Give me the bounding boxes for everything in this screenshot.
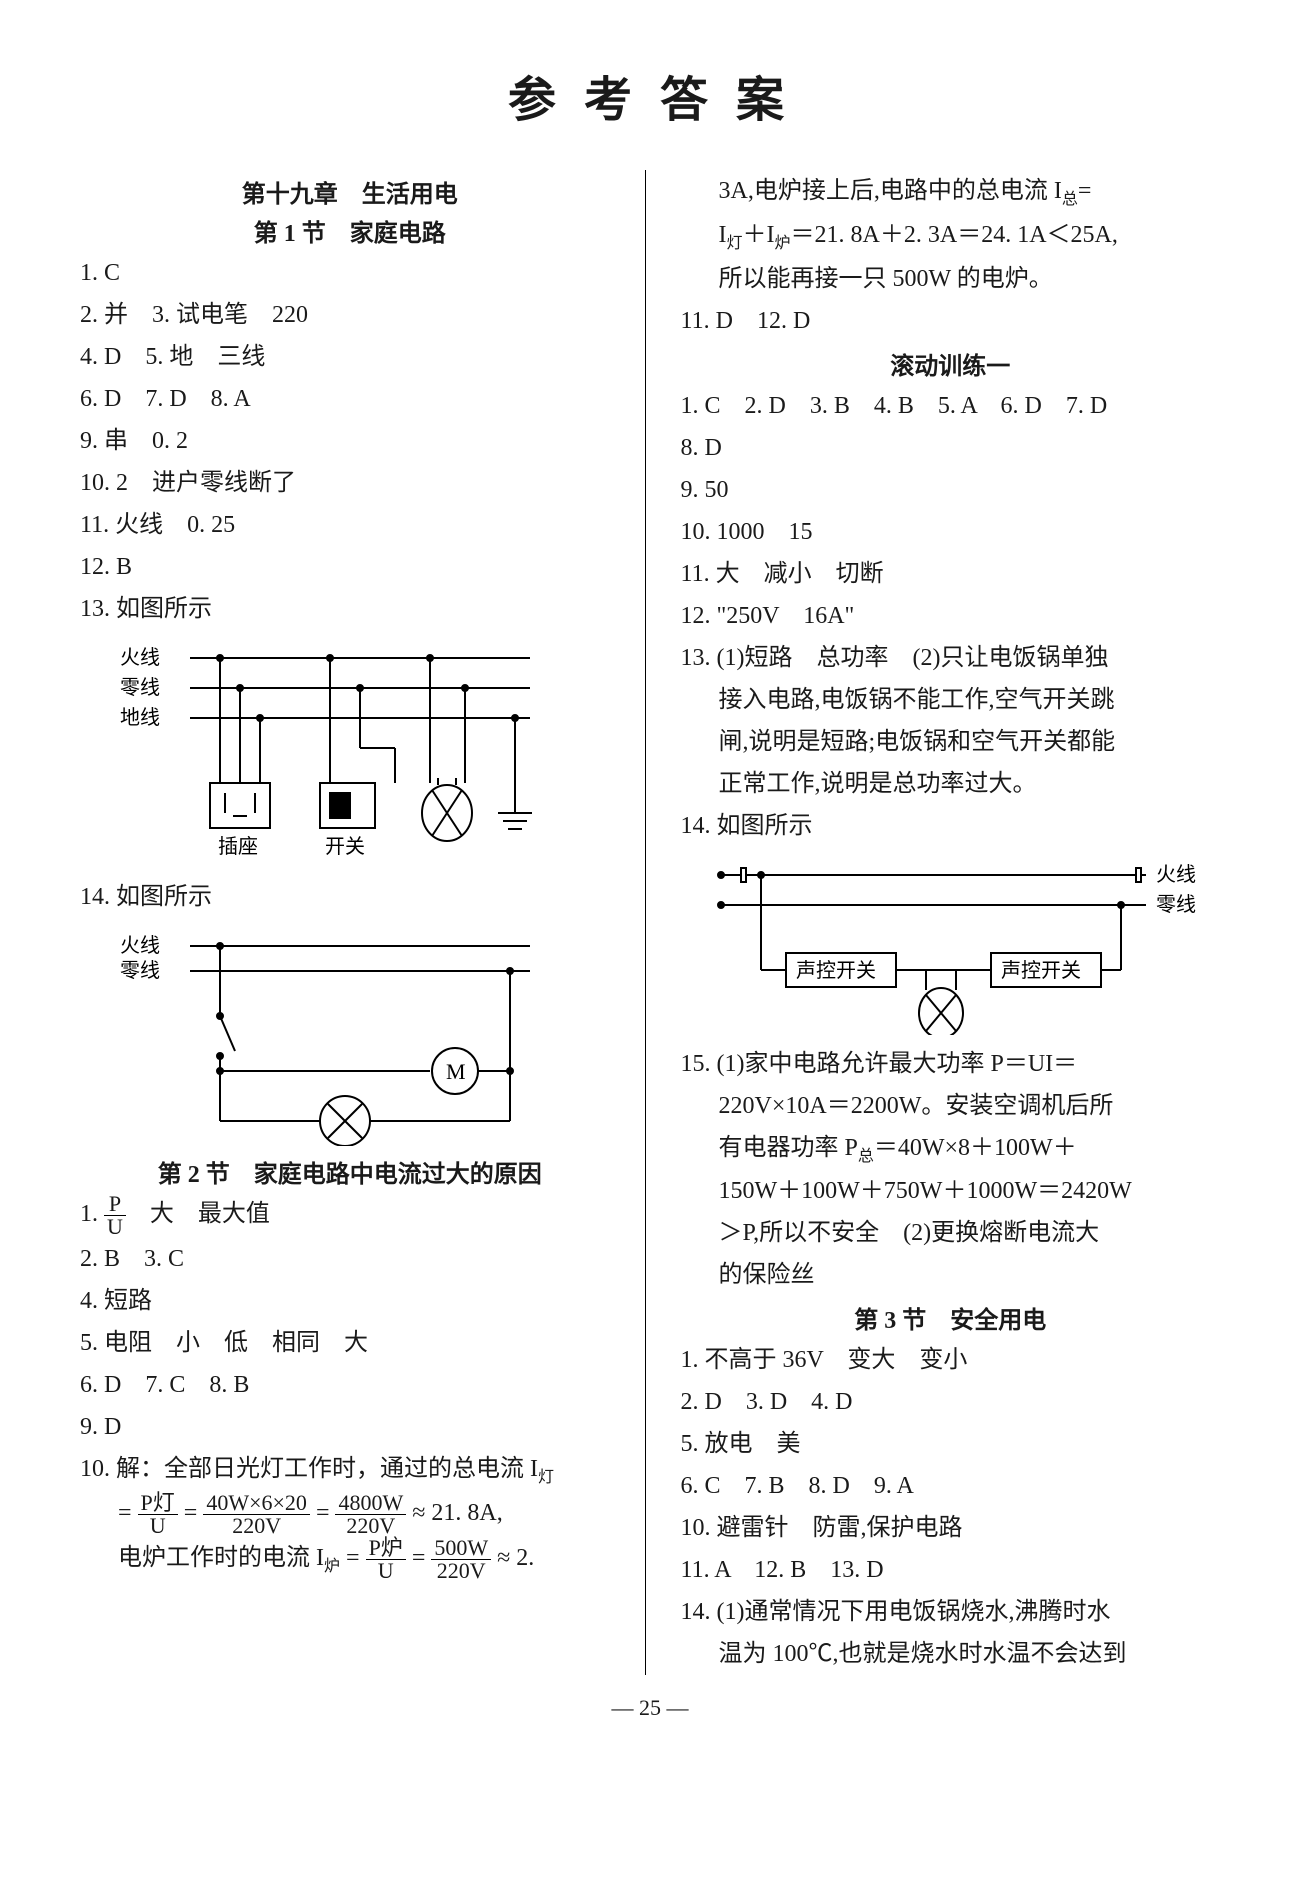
answer-line: I灯＋I炉＝21. 8A＋2. 3A＝24. 1A＜25A,	[681, 214, 1221, 258]
answer-line: 闸,说明是短路;电饭锅和空气开关都能	[681, 721, 1221, 763]
columns: 第十九章 生活用电 第 1 节 家庭电路 1. C 2. 并 3. 试电笔 22…	[80, 170, 1220, 1675]
answer-line: 4. 短路	[80, 1280, 620, 1322]
page: 参 考 答 案 第十九章 生活用电 第 1 节 家庭电路 1. C 2. 并 3…	[0, 0, 1300, 1761]
chapter-head: 第十九章 生活用电	[80, 174, 620, 209]
answer-line: 10. 避雷针 防雷,保护电路	[681, 1507, 1221, 1549]
answer-line: 6. D 7. D 8. A	[80, 378, 620, 420]
answer-line: 10. 2 进户零线断了	[80, 462, 620, 504]
section3-head: 第 3 节 安全用电	[681, 1300, 1221, 1335]
figure-14: 火线 零线	[120, 926, 620, 1146]
answer-line: 有电器功率 P总＝40W×8＋100W＋	[681, 1127, 1221, 1171]
equation-line: = P灯U = 40W×6×20220V = 4800W220V ≈ 21. 8…	[80, 1492, 620, 1537]
rolling-head: 滚动训练一	[681, 346, 1221, 381]
answer-line: 12. B	[80, 546, 620, 588]
text: 1.	[80, 1201, 104, 1227]
answer-line: 150W＋100W＋750W＋1000W＝2420W	[681, 1170, 1221, 1212]
answer-line: 2. 并 3. 试电笔 220	[80, 294, 620, 336]
neutral-label: 零线	[120, 959, 160, 982]
fraction: PU	[104, 1193, 126, 1238]
answer-line: 1. C	[80, 252, 620, 294]
answer-line: 所以能再接一只 500W 的电炉。	[681, 258, 1221, 300]
answer-line: 4. D 5. 地 三线	[80, 336, 620, 378]
figure-14r: 火线 零线 声控开关	[701, 855, 1221, 1035]
answer-line: 11. 火线 0. 25	[80, 504, 620, 546]
neutral-label: 零线	[1156, 893, 1196, 916]
answer-line: 14. 如图所示	[80, 876, 620, 918]
text: 大 最大值	[126, 1201, 270, 1227]
answer-line: 11. 大 减小 切断	[681, 553, 1221, 595]
answer-line: 1. C 2. D 3. B 4. B 5. A 6. D 7. D	[681, 385, 1221, 427]
answer-line: 10. 解：全部日光灯工作时，通过的总电流 I灯	[80, 1448, 620, 1492]
answer-line: 13. 如图所示	[80, 588, 620, 630]
column-right: 3A,电炉接上后,电路中的总电流 I总= I灯＋I炉＝21. 8A＋2. 3A＝…	[676, 170, 1221, 1675]
answer-line: 11. A 12. B 13. D	[681, 1549, 1221, 1591]
figure-13: 火线 零线 地线	[120, 638, 620, 868]
answer-line: ＞P,所以不安全 (2)更换熔断电流大	[681, 1212, 1221, 1254]
answer-line: 9. 串 0. 2	[80, 420, 620, 462]
answer-line: 5. 放电 美	[681, 1423, 1221, 1465]
subscript: 灯	[538, 1469, 554, 1486]
fire-label: 火线	[1156, 863, 1196, 886]
answer-line: 9. D	[80, 1406, 620, 1448]
text: 10. 解：全部日光灯工作时，通过的总电流 I	[80, 1456, 538, 1482]
answer-line: 15. (1)家中电路允许最大功率 P＝UI＝	[681, 1043, 1221, 1085]
fire-label: 火线	[120, 646, 160, 669]
column-left: 第十九章 生活用电 第 1 节 家庭电路 1. C 2. 并 3. 试电笔 22…	[80, 170, 646, 1675]
answer-line: 14. (1)通常情况下用电饭锅烧水,沸腾时水	[681, 1591, 1221, 1633]
page-title: 参 考 答 案	[80, 60, 1220, 130]
fire-label: 火线	[120, 934, 160, 957]
ground-label: 地线	[120, 706, 160, 729]
socket-label: 插座	[218, 835, 258, 858]
answer-line: 2. B 3. C	[80, 1238, 620, 1280]
answer-line: 14. 如图所示	[681, 805, 1221, 847]
section1-head: 第 1 节 家庭电路	[80, 213, 620, 248]
answer-line: 220V×10A＝2200W。安装空调机后所	[681, 1085, 1221, 1127]
answer-line: 8. D	[681, 427, 1221, 469]
page-number: — 25 —	[80, 1695, 1220, 1721]
answer-line: 6. D 7. C 8. B	[80, 1364, 620, 1406]
voice1-label: 声控开关	[796, 959, 876, 982]
answer-line: 3A,电炉接上后,电路中的总电流 I总=	[681, 170, 1221, 214]
switch-label: 开关	[325, 835, 365, 858]
answer-line: 2. D 3. D 4. D	[681, 1381, 1221, 1423]
answer-line: 温为 100℃,也就是烧水时水温不会达到	[681, 1633, 1221, 1675]
voice2-label: 声控开关	[1001, 959, 1081, 982]
answer-line: 1. 不高于 36V 变大 变小	[681, 1339, 1221, 1381]
answer-line: 11. D 12. D	[681, 300, 1221, 342]
answer-line: 13. (1)短路 总功率 (2)只让电饭锅单独	[681, 637, 1221, 679]
equation-line: 电炉工作时的电流 I炉 = P炉U = 500W220V ≈ 2.	[80, 1537, 620, 1582]
neutral-label: 零线	[120, 676, 160, 699]
answer-line: 5. 电阻 小 低 相同 大	[80, 1322, 620, 1364]
answer-line: 1. PU 大 最大值	[80, 1193, 620, 1238]
answer-line: 的保险丝	[681, 1254, 1221, 1296]
answer-line: 6. C 7. B 8. D 9. A	[681, 1465, 1221, 1507]
answer-line: 接入电路,电饭锅不能工作,空气开关跳	[681, 679, 1221, 721]
svg-text:M: M	[446, 1059, 466, 1084]
section2-head: 第 2 节 家庭电路中电流过大的原因	[80, 1154, 620, 1189]
answer-line: 正常工作,说明是总功率过大。	[681, 763, 1221, 805]
answer-line: 12. "250V 16A"	[681, 595, 1221, 637]
answer-line: 10. 1000 15	[681, 511, 1221, 553]
answer-line: 9. 50	[681, 469, 1221, 511]
